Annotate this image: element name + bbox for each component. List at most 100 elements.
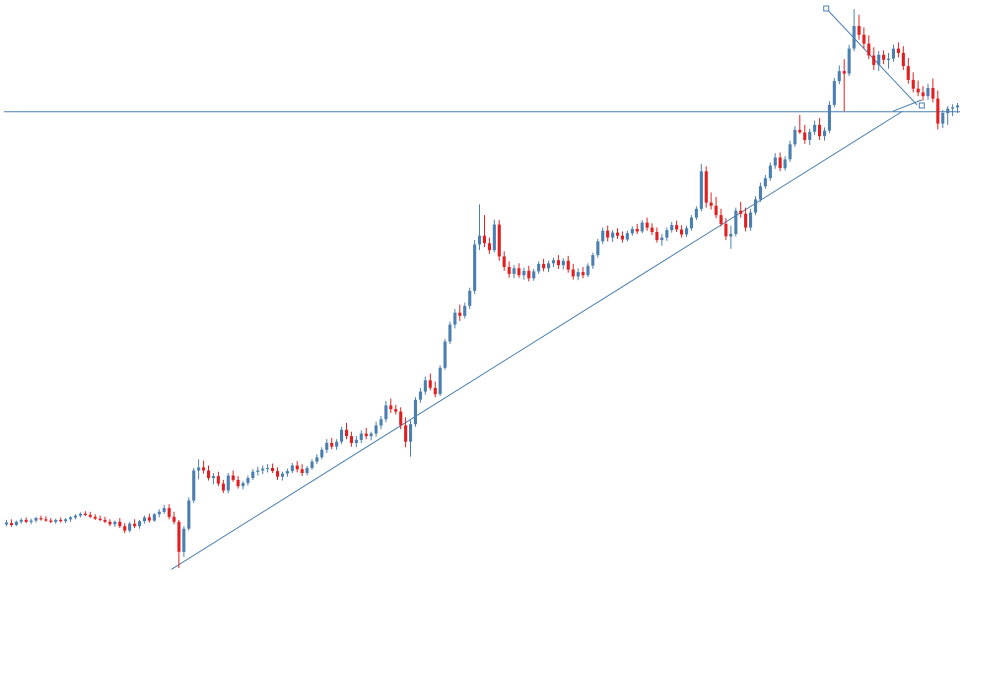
candle-body bbox=[492, 224, 496, 251]
candle-body bbox=[404, 425, 408, 442]
candle bbox=[399, 407, 403, 430]
candle-body bbox=[556, 260, 560, 266]
candle bbox=[69, 516, 73, 522]
candle bbox=[611, 230, 615, 242]
candle bbox=[754, 196, 758, 216]
candle bbox=[88, 511, 92, 519]
candle bbox=[236, 476, 240, 489]
candle bbox=[468, 287, 472, 309]
candle bbox=[345, 422, 349, 440]
candle-body bbox=[123, 526, 127, 531]
candle-body bbox=[433, 387, 437, 395]
candle-body bbox=[320, 449, 324, 458]
candle bbox=[340, 426, 344, 445]
candle-body bbox=[744, 213, 748, 228]
anchor-handle-0[interactable] bbox=[823, 5, 830, 12]
candle-body bbox=[852, 26, 856, 49]
candle-body bbox=[941, 113, 945, 124]
candle bbox=[862, 27, 866, 49]
candle-body bbox=[576, 272, 580, 277]
candle-body bbox=[645, 222, 649, 228]
candle-body bbox=[453, 312, 457, 325]
candle bbox=[492, 219, 496, 253]
candle bbox=[788, 140, 792, 162]
candle-body bbox=[261, 468, 265, 471]
candle bbox=[369, 431, 373, 441]
candle-body bbox=[182, 528, 186, 552]
candle-body bbox=[256, 470, 260, 472]
candle-body bbox=[315, 457, 319, 462]
candle-body bbox=[773, 157, 777, 166]
trendline-3[interactable] bbox=[892, 99, 922, 112]
candle bbox=[78, 512, 82, 518]
candle bbox=[64, 518, 68, 524]
candle bbox=[916, 80, 920, 97]
candle bbox=[586, 263, 590, 278]
candle bbox=[591, 252, 595, 269]
trendline-2[interactable] bbox=[825, 8, 918, 106]
candle-body bbox=[468, 290, 472, 306]
candle bbox=[655, 227, 659, 243]
candle bbox=[118, 518, 122, 529]
candle bbox=[162, 504, 166, 514]
candle-body bbox=[754, 199, 758, 213]
candle bbox=[364, 427, 368, 440]
candle bbox=[497, 220, 501, 261]
candle bbox=[167, 504, 171, 520]
candle-body bbox=[162, 508, 166, 512]
candle bbox=[852, 9, 856, 52]
candle-body bbox=[172, 516, 176, 522]
candle-body bbox=[916, 88, 920, 93]
candle bbox=[734, 207, 738, 237]
candle-body bbox=[497, 224, 501, 257]
candle-body bbox=[463, 305, 467, 316]
candle-body bbox=[236, 479, 240, 487]
candle bbox=[172, 511, 176, 525]
candle-body bbox=[566, 260, 570, 270]
candle bbox=[793, 126, 797, 147]
candle-body bbox=[207, 470, 211, 478]
candle-body bbox=[862, 34, 866, 44]
candle-body bbox=[78, 513, 82, 516]
candle-body bbox=[24, 519, 28, 522]
candle bbox=[561, 258, 565, 270]
candle-body bbox=[561, 260, 565, 266]
candle bbox=[413, 397, 417, 427]
candle bbox=[818, 118, 822, 140]
candle-body bbox=[803, 132, 807, 140]
candle-body bbox=[73, 515, 77, 518]
candle bbox=[665, 227, 669, 241]
candle bbox=[256, 466, 260, 476]
candle-body bbox=[788, 144, 792, 160]
candle bbox=[832, 78, 836, 108]
candle bbox=[197, 459, 201, 480]
candle-body bbox=[596, 241, 600, 256]
candle-body bbox=[142, 517, 146, 522]
candle bbox=[39, 515, 43, 521]
candle bbox=[823, 127, 827, 141]
candle bbox=[704, 166, 708, 208]
candle bbox=[138, 519, 142, 529]
candle bbox=[640, 220, 644, 234]
candle bbox=[896, 42, 900, 58]
candle-body bbox=[128, 523, 132, 531]
candle-body bbox=[768, 165, 772, 179]
candle-body bbox=[241, 483, 245, 487]
candle bbox=[108, 519, 112, 527]
candle-body bbox=[359, 433, 363, 440]
candle-body bbox=[931, 88, 935, 99]
candle-body bbox=[611, 232, 615, 238]
candle bbox=[113, 520, 117, 527]
candle-body bbox=[226, 475, 230, 491]
candle-body bbox=[394, 409, 398, 412]
candle bbox=[374, 421, 378, 437]
anchor-handle-1[interactable] bbox=[918, 102, 925, 109]
candle bbox=[778, 152, 782, 172]
candle bbox=[941, 109, 945, 129]
candle bbox=[73, 514, 77, 520]
candle-body bbox=[901, 52, 905, 66]
candle-body bbox=[399, 411, 403, 426]
trendline-0[interactable] bbox=[171, 110, 903, 570]
candle-body bbox=[547, 263, 551, 269]
